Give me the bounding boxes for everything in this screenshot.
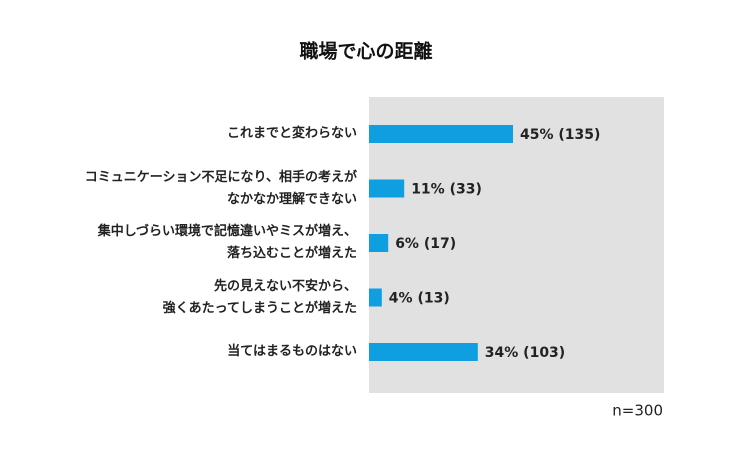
bar xyxy=(369,234,389,252)
category-label: コミュニケーション不足になり、相手の考えが なかなか理解できない xyxy=(84,169,357,207)
bar xyxy=(369,179,405,198)
category-label: これまでと変わらない xyxy=(226,126,357,141)
category-label: 集中しづらい環境で記憶違いやミスが増え、 落ち込むことが増えた xyxy=(97,224,357,261)
value-label: 6% (17) xyxy=(395,236,456,252)
bar xyxy=(369,288,382,307)
value-label: 4% (13) xyxy=(389,291,450,307)
bar xyxy=(369,343,478,361)
note: n=300 xyxy=(612,402,663,420)
value-label: 11% (33) xyxy=(411,182,482,198)
bar xyxy=(369,125,513,143)
value-label: 34% (103) xyxy=(485,345,565,361)
value-label: 45% (135) xyxy=(520,127,600,143)
category-label: 先の見えない不安から、 強くあたってしまうことが増えた xyxy=(162,278,357,316)
category-label: 当てはまるものはない xyxy=(227,344,357,359)
chart-title: 職場で心の距離 xyxy=(299,40,432,63)
